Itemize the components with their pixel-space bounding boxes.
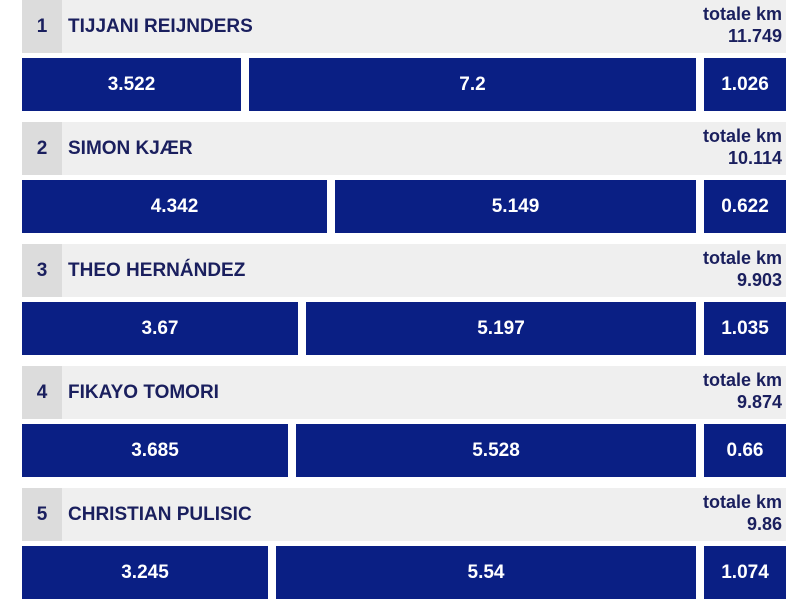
player-block: 2 SIMON KJÆR totale km 10.114 4.342 5.149 0.62… <box>0 122 800 235</box>
total-km-value: 9.874 <box>736 392 782 412</box>
bar-value-label: 1.035 <box>721 317 769 339</box>
bar-segment-2: 5.197 <box>306 302 696 355</box>
bar-segment-2: 5.528 <box>296 424 696 477</box>
bar-value-label: 5.528 <box>472 439 520 461</box>
total-km-label: totale km <box>702 492 782 512</box>
player-header <box>22 244 786 297</box>
rank-number: 2 <box>22 122 62 175</box>
bar-value-label: 3.685 <box>131 439 179 461</box>
bar-value-label: 5.149 <box>491 195 540 217</box>
total-km-value: 9.903 <box>736 270 782 290</box>
player-header <box>22 122 786 175</box>
bar-segment-1: 3.685 <box>22 424 288 477</box>
player-block: 3 THEO HERNÁNDEZ totale km 9.903 3.67 5.197 1.… <box>0 244 800 357</box>
bar-segment-3: 0.622 <box>704 180 786 233</box>
rank-number: 1 <box>22 0 62 53</box>
bar-segment-2: 7.2 <box>249 58 696 111</box>
player-name: FIKAYO TOMORI <box>68 382 219 403</box>
bar-segment-1: 3.522 <box>22 58 241 111</box>
bar-value-label: 1.026 <box>721 73 769 95</box>
bar-value-label: 7.2 <box>459 73 486 95</box>
total-km-label: totale km <box>702 4 782 24</box>
total-km-value: 9.86 <box>746 514 782 534</box>
bar-segment-2: 5.149 <box>335 180 696 233</box>
player-header <box>22 488 786 541</box>
rank-number: 5 <box>22 488 62 541</box>
total-km-value: 11.749 <box>727 26 782 46</box>
player-name: THEO HERNÁNDEZ <box>68 260 246 281</box>
player-name: SIMON KJÆR <box>68 138 193 159</box>
bar-value-label: 4.342 <box>150 195 199 217</box>
bar-segment-2: 5.54 <box>276 546 696 599</box>
bar-segment-3: 1.074 <box>704 546 786 599</box>
bar-value-label: 5.197 <box>477 317 525 339</box>
bar-segment-1: 4.342 <box>22 180 327 233</box>
player-header <box>22 0 786 53</box>
bar-value-label: 3.245 <box>121 561 169 583</box>
bar-segment-1: 3.245 <box>22 546 268 599</box>
player-header <box>22 366 786 419</box>
bar-segment-3: 1.035 <box>704 302 786 355</box>
rank-number: 4 <box>22 366 62 419</box>
bar-segment-1: 3.67 <box>22 302 298 355</box>
player-block: 4 FIKAYO TOMORI totale km 9.874 3.685 5.528 0.… <box>0 366 800 479</box>
player-block: 1 TIJJANI REIJNDERS totale km 11.749 3.522 7.… <box>0 0 800 113</box>
player-name: TIJJANI REIJNDERS <box>68 16 253 37</box>
bar-value-label: 1.074 <box>721 561 769 583</box>
bar-segment-3: 0.66 <box>704 424 786 477</box>
total-km-label: totale km <box>702 370 782 390</box>
bar-value-label: 3.522 <box>107 73 156 95</box>
total-km-label: totale km <box>702 248 782 268</box>
bar-segment-3: 1.026 <box>704 58 786 111</box>
player-block: 5 CHRISTIAN PULISIC totale km 9.86 3.245 5.54… <box>0 488 800 601</box>
player-name: CHRISTIAN PULISIC <box>68 504 252 525</box>
bar-value-label: 0.622 <box>721 195 769 217</box>
bar-value-label: 5.54 <box>467 561 505 583</box>
rank-number: 3 <box>22 244 62 297</box>
bar-value-label: 0.66 <box>726 439 764 461</box>
bar-value-label: 3.67 <box>141 317 179 339</box>
total-km-label: totale km <box>702 126 782 146</box>
total-km-value: 10.114 <box>727 148 782 168</box>
